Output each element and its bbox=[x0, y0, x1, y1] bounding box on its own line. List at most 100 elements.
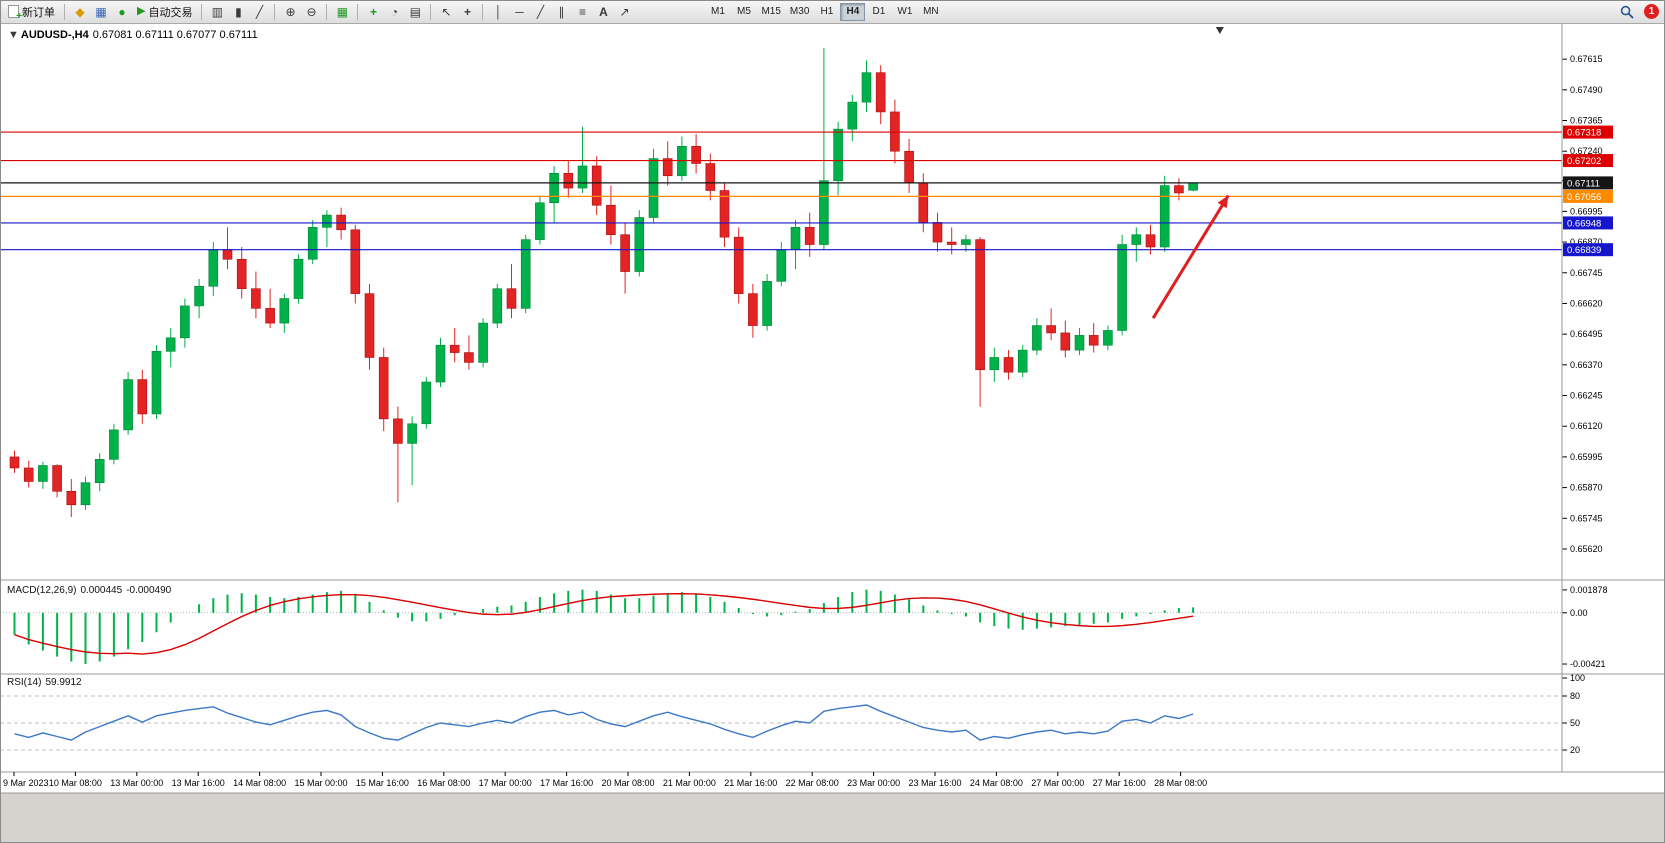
timeframe-button-m15[interactable]: M15 bbox=[757, 3, 784, 21]
candle-body bbox=[1046, 325, 1056, 334]
tile-windows-button[interactable]: ▦ bbox=[332, 2, 352, 22]
trend-arrow-annotation[interactable] bbox=[1151, 194, 1230, 319]
crosshair-tool-button[interactable]: + bbox=[457, 2, 477, 22]
arrows-tool-button[interactable]: ↗ bbox=[614, 2, 634, 22]
cursor-tool-button[interactable]: ↖ bbox=[436, 2, 456, 22]
text-tool-button[interactable]: A bbox=[593, 2, 613, 22]
candle-body bbox=[989, 357, 1000, 371]
time-axis-label: 17 Mar 00:00 bbox=[479, 778, 532, 788]
timeframe-button-mn[interactable]: MN bbox=[918, 3, 943, 21]
candle-body bbox=[1174, 185, 1184, 194]
price-axis-label: 0.65995 bbox=[1570, 452, 1603, 462]
chart-menu-icon[interactable]: ▼ bbox=[8, 29, 19, 41]
candle-body bbox=[52, 465, 62, 492]
rsi-axis-label: 20 bbox=[1570, 745, 1580, 755]
cursor-icon: ↖ bbox=[441, 4, 452, 19]
search-button[interactable] bbox=[1616, 2, 1638, 22]
price-axis-label: 0.66120 bbox=[1570, 421, 1603, 431]
rsi-line bbox=[14, 704, 1194, 741]
chart-ohlc: 0.67081 0.67111 0.67077 0.67111 bbox=[92, 29, 258, 41]
new-order-label: 新订单 bbox=[22, 6, 55, 19]
metaeditor-button[interactable]: ◆ bbox=[70, 2, 90, 22]
price-axis-label: 0.66870 bbox=[1570, 237, 1603, 247]
templates-button[interactable]: ▤ bbox=[405, 2, 425, 22]
candle-body bbox=[819, 180, 829, 245]
new-order-button[interactable]: + 新订单 bbox=[4, 2, 59, 22]
toolbar-separator bbox=[201, 3, 203, 20]
svg-text:0.67056: 0.67056 bbox=[1567, 192, 1601, 203]
candlestick-chart-button[interactable]: ▮ bbox=[228, 2, 248, 22]
candle-body bbox=[606, 204, 616, 236]
candle-body bbox=[705, 163, 716, 191]
timeframe-button-h4[interactable]: H4 bbox=[840, 2, 866, 21]
resistance-line-upper-price-tag: 0.67318 bbox=[1563, 125, 1613, 139]
macd-main-value: 0.000445 bbox=[80, 585, 123, 596]
candle-body bbox=[1032, 325, 1042, 351]
time-axis-label: 27 Mar 00:00 bbox=[1031, 778, 1084, 788]
charts-window-button[interactable]: ▦ bbox=[91, 2, 111, 22]
indicators-button[interactable]: + bbox=[363, 2, 383, 22]
candle-body bbox=[506, 288, 517, 309]
candle-body bbox=[279, 298, 290, 324]
candle-body bbox=[648, 158, 659, 218]
notification-badge[interactable]: 1 bbox=[1644, 4, 1659, 19]
price-axis-label: 0.67615 bbox=[1570, 54, 1603, 64]
fibonacci-tool-button[interactable]: ≡ bbox=[572, 2, 592, 22]
chart-shift-marker[interactable] bbox=[1215, 27, 1224, 34]
price-axis-label: 0.66620 bbox=[1570, 298, 1603, 308]
support-line-lower-price-tag: 0.66839 bbox=[1563, 243, 1613, 257]
time-axis-label: 20 Mar 08:00 bbox=[601, 778, 654, 788]
candle-body bbox=[350, 229, 361, 294]
rsi-axis-label: 50 bbox=[1570, 718, 1580, 728]
time-axis-label: 28 Mar 08:00 bbox=[1154, 778, 1207, 788]
period-clock-button[interactable]: ◔ bbox=[384, 2, 404, 22]
timeframe-button-m30[interactable]: M30 bbox=[786, 3, 813, 21]
candle-body bbox=[109, 429, 119, 460]
zoom-in-button[interactable]: ⊕ bbox=[280, 2, 300, 22]
time-axis-label: 13 Mar 16:00 bbox=[172, 778, 225, 788]
line-chart-button[interactable]: ╱ bbox=[249, 2, 269, 22]
time-axis-label: 14 Mar 08:00 bbox=[233, 778, 286, 788]
support-button[interactable]: ● bbox=[112, 2, 132, 22]
candle-body bbox=[293, 258, 304, 299]
candle-body bbox=[833, 128, 843, 181]
candle-body bbox=[137, 379, 148, 415]
time-axis-label: 9 Mar 2023 bbox=[3, 778, 49, 788]
chart-symbol: AUDUSD-,H4 bbox=[20, 29, 89, 41]
candle-body bbox=[620, 234, 630, 272]
time-axis-label: 17 Mar 16:00 bbox=[540, 778, 593, 788]
channel-tool-button[interactable]: ∥ bbox=[551, 2, 571, 22]
timeframe-button-h1[interactable]: H1 bbox=[814, 3, 839, 21]
candle-body bbox=[194, 285, 204, 307]
timeframe-button-m1[interactable]: M1 bbox=[705, 3, 730, 21]
timeframe-button-w1[interactable]: W1 bbox=[892, 3, 917, 21]
timeframe-button-d1[interactable]: D1 bbox=[866, 3, 891, 21]
candle-body bbox=[1003, 357, 1014, 373]
candle-body bbox=[322, 214, 332, 228]
macd-histogram bbox=[13, 589, 1195, 664]
candle-body bbox=[1159, 185, 1170, 248]
macd-signal-line bbox=[14, 593, 1194, 655]
price-axis-label: 0.66245 bbox=[1570, 391, 1603, 401]
crosshair-icon: + bbox=[463, 4, 471, 19]
bar-chart-button[interactable]: ▥ bbox=[207, 2, 227, 22]
price-axis-label: 0.66995 bbox=[1570, 206, 1603, 216]
candle-body bbox=[1088, 335, 1099, 346]
price-axis-label: 0.66495 bbox=[1570, 329, 1603, 339]
new-order-icon: + bbox=[8, 5, 22, 22]
zoom-out-button[interactable]: ⊖ bbox=[301, 2, 321, 22]
vertical-line-tool-button[interactable]: │ bbox=[488, 2, 508, 22]
horizontal-line-tool-button[interactable]: ─ bbox=[509, 2, 529, 22]
autotrading-button[interactable]: ▶ 自动交易 bbox=[133, 2, 196, 22]
fibonacci-icon: ≡ bbox=[578, 4, 586, 19]
macd-axis-label: 0.00 bbox=[1570, 608, 1588, 618]
trendline-tool-button[interactable]: ╱ bbox=[530, 2, 550, 22]
candle-body bbox=[1103, 330, 1113, 346]
candle-body bbox=[918, 182, 929, 223]
timeframe-button-m5[interactable]: M5 bbox=[731, 3, 756, 21]
candle-body bbox=[307, 227, 318, 260]
candle-body bbox=[449, 344, 460, 353]
time-axis-label: 15 Mar 00:00 bbox=[294, 778, 347, 788]
time-axis-label: 22 Mar 08:00 bbox=[786, 778, 839, 788]
